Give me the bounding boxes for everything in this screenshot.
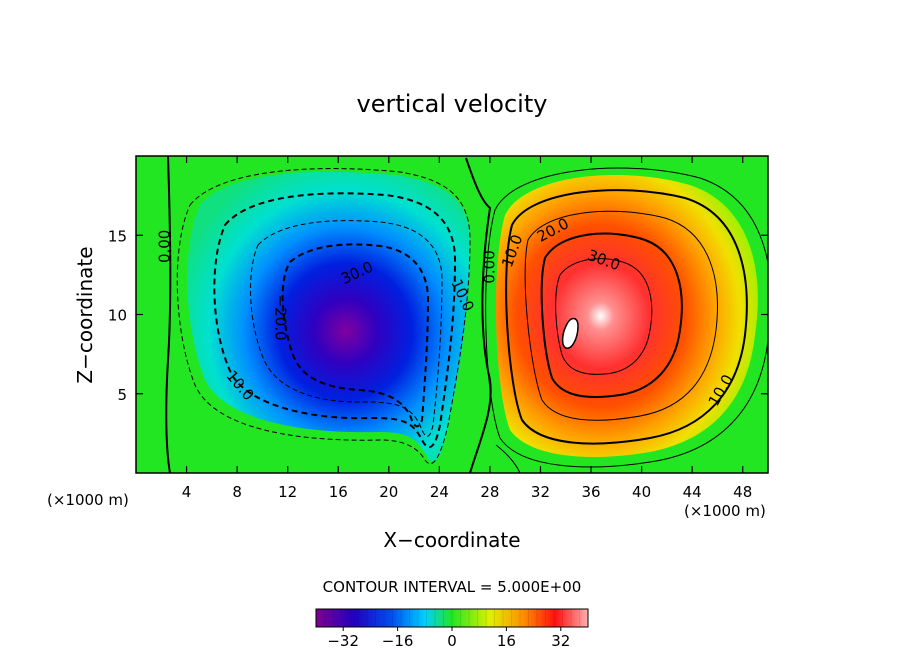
negative-cell bbox=[187, 171, 470, 462]
x-tick-label: 16 bbox=[329, 483, 348, 501]
y-tick-label: 5 bbox=[117, 386, 127, 404]
x-tick-label: 12 bbox=[278, 483, 297, 501]
colorbar-tick-label: 16 bbox=[497, 632, 516, 650]
x-unit-left: (×1000 m) bbox=[47, 491, 129, 509]
x-tick-label: 44 bbox=[683, 483, 702, 501]
x-tick-label: 24 bbox=[430, 483, 449, 501]
positive-cell bbox=[495, 175, 758, 457]
contour-label: −20.0 bbox=[272, 295, 290, 341]
negative-contours bbox=[176, 168, 471, 465]
colorbar-gradient bbox=[316, 609, 588, 627]
zero-contours bbox=[165, 156, 521, 473]
x-tick-label: 40 bbox=[632, 483, 651, 501]
x-tick-label: 20 bbox=[379, 483, 398, 501]
x-tick-label: 36 bbox=[581, 483, 600, 501]
colorbar-tick-label: −16 bbox=[382, 632, 414, 650]
y-axis-label: Z−coordinate bbox=[73, 246, 97, 383]
x-tick-label: 32 bbox=[531, 483, 550, 501]
plot-area: 0.000.0010.0−20.030.010.010.020.030.010.… bbox=[136, 156, 768, 473]
contour-label: 0.00 bbox=[156, 230, 174, 263]
contour-label: 0.00 bbox=[480, 250, 498, 283]
x-tick-label: 4 bbox=[182, 483, 192, 501]
colorbar: −32 −16 0 16 32 bbox=[315, 608, 589, 650]
x-unit-right: (×1000 m) bbox=[684, 502, 766, 520]
x-tick-label: 8 bbox=[232, 483, 242, 501]
positive-contours bbox=[485, 167, 768, 468]
x-axis-label: X−coordinate bbox=[383, 528, 520, 552]
y-tick-label: 15 bbox=[108, 227, 127, 245]
colorbar-ticks: −32 −16 0 16 32 bbox=[327, 627, 570, 650]
colorbar-tick-label: 32 bbox=[551, 632, 570, 650]
x-tick-label: 48 bbox=[733, 483, 752, 501]
y-axis: 5 10 15 bbox=[108, 227, 768, 404]
y-tick-label: 10 bbox=[108, 307, 127, 325]
contour-interval-label: CONTOUR INTERVAL = 5.000E+00 bbox=[323, 578, 582, 596]
chart-title: vertical velocity bbox=[357, 90, 548, 118]
x-tick-label: 28 bbox=[480, 483, 499, 501]
x-axis: 4 8 12 16 20 24 28 32 36 40 44 48 bbox=[182, 156, 752, 501]
colorbar-tick-label: −32 bbox=[327, 632, 359, 650]
colorbar-tick-label: 0 bbox=[447, 632, 457, 650]
